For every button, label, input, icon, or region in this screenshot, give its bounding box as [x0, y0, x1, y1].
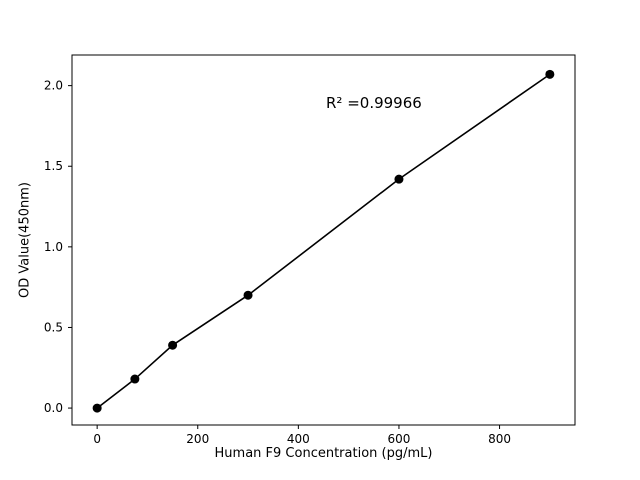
r-squared-annotation: R² =0.99966 — [326, 93, 422, 112]
x-tick-label: 400 — [287, 432, 310, 446]
x-tick-label: 800 — [488, 432, 511, 446]
data-point — [168, 340, 178, 350]
x-tick-label: 200 — [186, 432, 209, 446]
plot-border — [71, 54, 576, 426]
data-point — [394, 174, 404, 184]
data-point — [92, 403, 102, 413]
x-tick-label: 600 — [387, 432, 410, 446]
y-tick-label: 1.0 — [44, 240, 63, 254]
y-tick-label: 0.5 — [44, 320, 63, 334]
y-axis-label: OD Value(450nm) — [17, 182, 33, 298]
fit-line — [96, 73, 551, 409]
y-tick-label: 0.0 — [44, 401, 63, 415]
y-tick-label: 1.5 — [44, 159, 63, 173]
data-point — [130, 374, 140, 384]
data-point — [243, 290, 253, 300]
x-axis-label: Human F9 Concentration (pg/mL) — [214, 446, 433, 461]
y-tick-label: 2.0 — [44, 79, 63, 93]
x-tick-label: 0 — [93, 432, 101, 446]
data-point — [545, 69, 555, 79]
